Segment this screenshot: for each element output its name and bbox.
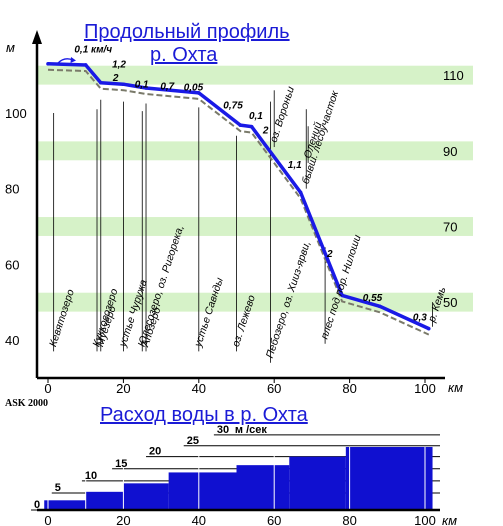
profile-point [144,86,148,90]
profile-point [377,304,382,309]
profile-point [426,326,431,331]
profile-point [121,82,126,87]
x-tick-label: 40 [192,381,206,396]
y-axis-unit-label: м [6,40,15,55]
green-band [37,141,473,161]
flow-direction-arrow [57,57,76,64]
slope-label: 0,1 км/ч [74,44,112,55]
flow-level-label: 15 [115,458,127,470]
y-tick-left: 60 [5,257,19,272]
profile-point [197,91,201,95]
y-tick-right: 70 [443,220,457,235]
slope-label: 1,1 [288,160,302,171]
profile-axes [32,30,445,380]
flow-x-tick-label: 60 [267,513,281,526]
profile-point [238,123,243,127]
profile-point [298,190,303,195]
slope-label: 2 [326,249,333,260]
x-tick-label: 60 [267,381,281,396]
y-tick-right: 110 [443,68,464,83]
slope-labels: 0,1 км/ч1,2 2 0,1 0,7 0,05 0,75 0,1 2 1,1 2 0,55 0,… [74,44,427,323]
credit-text: ASK 2000 [5,398,48,409]
y-tick-right: 50 [443,295,457,310]
flow-x-tick-label: 40 [192,513,206,526]
flow-step [168,472,237,510]
y-tick-left: 80 [5,182,19,197]
flow-labels: 0 5 10 15 20 25 30 м /сек [34,424,267,511]
flow-step [85,491,124,510]
flow-x-tick-label: 80 [342,513,356,526]
y-tick-right: 90 [443,144,457,159]
profile-shadow-line [47,68,430,336]
flow-x-ticks: 0 20 40 60 80 100 [44,513,435,526]
x-tick-label: 20 [116,381,130,396]
x-tick-label: 100 [414,381,436,396]
flow-step [289,456,346,510]
flow-level-label: 25 [187,435,199,447]
profile-point [98,80,103,85]
profile-point [46,62,50,66]
profile-point [83,63,88,67]
profile-point [249,124,254,129]
annotation-label: устье Савнды [192,276,226,349]
profile-lines [46,62,431,336]
slope-label: 0,05 [184,82,204,93]
slope-label: 1,2 [112,60,126,71]
flow-level-label: 5 [55,482,61,494]
flow-level-label: 30 [217,424,229,436]
profile-title-line-1: Продольный профиль [84,21,290,43]
slope-label: 0,1 [249,111,263,122]
slope-label: 0,7 [160,82,174,93]
profile-line [47,62,430,331]
flow-level-label: 20 [149,446,161,458]
green-band [37,217,473,236]
y-axis-right-ticks: 50 70 90 110 [443,68,464,310]
flow-step [236,465,290,510]
flow-unit-label: м /сек [235,424,267,436]
flow-x-axis-unit: км [442,513,457,526]
profile-title-line-2: р. Охта [150,44,218,66]
flow-x-tick-label: 100 [414,513,436,526]
x-tick-label: 80 [342,381,356,396]
x-tick-label: 0 [44,381,51,396]
background-bands [37,65,473,312]
flow-step [345,446,433,510]
profile-x-axis-unit: км [448,380,463,395]
flow-x-tick-label: 20 [116,513,130,526]
y-tick-left: 100 [5,106,27,121]
profile-point [340,293,344,298]
flow-title: Расход воды в р. Охта [100,404,309,426]
slope-label: 0,55 [363,293,383,304]
flow-level-label: 10 [85,470,97,482]
green-band [37,65,473,85]
flow-steps [44,446,433,510]
annotation-leader-lines [53,90,433,363]
flow-x-tick-label: 0 [44,513,51,526]
flow-step [123,483,169,510]
slope-label: 2 [112,73,119,84]
profile-x-ticks: 0 20 40 60 80 100 [44,378,436,396]
slope-label: 0,75 [223,100,243,111]
y-axis-left-ticks: 40 60 80 100 [5,106,27,348]
flow-level-label: 0 [34,499,40,511]
slope-label: 2 [262,125,269,136]
slope-label: 0,1 [135,79,149,90]
annotation-label: оз. Вороньи [268,85,297,144]
slope-label: 0,3 [413,312,427,323]
y-tick-left: 40 [5,333,19,348]
flow-step [44,500,86,510]
